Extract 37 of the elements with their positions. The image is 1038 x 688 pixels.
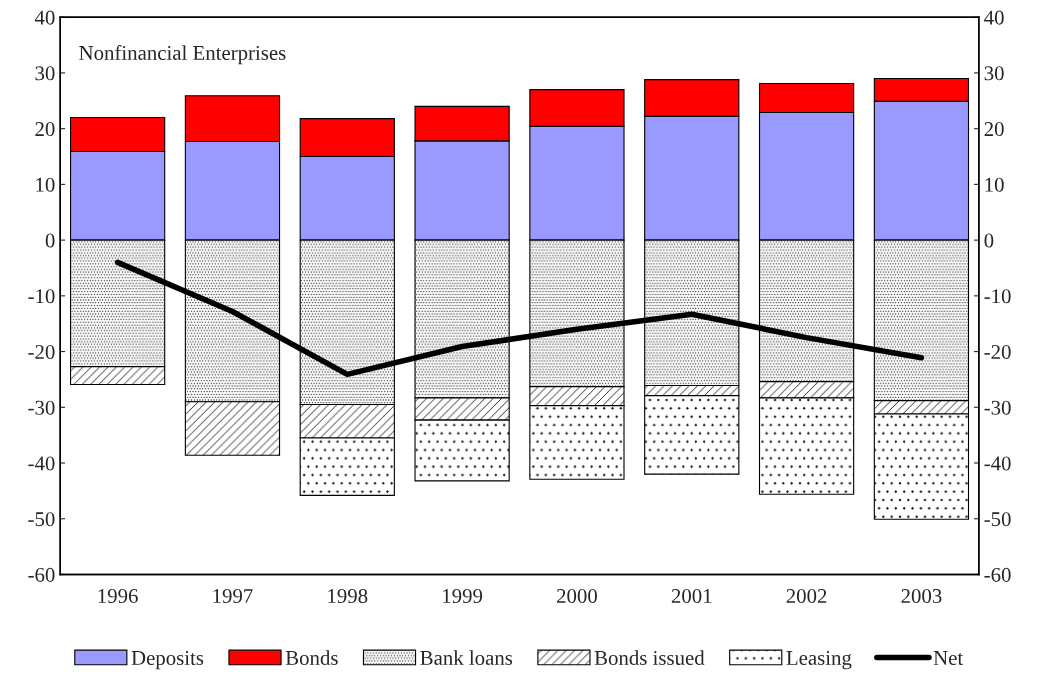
y-tick-label: -20 xyxy=(28,344,55,359)
y2-tick-label: -50 xyxy=(984,512,1011,527)
legend-label: Bonds xyxy=(285,650,338,665)
y-tick-label: -30 xyxy=(28,400,55,415)
x-tick-label: 1996 xyxy=(98,589,138,604)
y-tick-label: 20 xyxy=(35,122,55,137)
y2-tick-label: -30 xyxy=(984,400,1011,415)
x-tick-label: 1998 xyxy=(328,588,368,604)
y2-tick-label: -40 xyxy=(984,456,1011,471)
y-tick-label: -50 xyxy=(28,512,55,527)
legend-label: Bonds issued xyxy=(594,650,705,665)
x-tick-label: 2002 xyxy=(786,588,827,604)
legend-label: Net xyxy=(933,651,964,665)
y-tick-label: 0 xyxy=(45,233,55,248)
y-tick-label: -60 xyxy=(28,567,55,582)
y-tick-label: -10 xyxy=(28,289,55,304)
x-tick-label: 2000 xyxy=(557,588,597,604)
x-tick-label: 2003 xyxy=(901,588,942,604)
legend-label: Leasing xyxy=(786,650,852,670)
x-tick-label: 1997 xyxy=(213,589,253,604)
x-tick-label: 1999 xyxy=(443,589,483,604)
y2-tick-label: 40 xyxy=(984,10,1004,25)
y2-tick-label: -60 xyxy=(984,567,1011,582)
y-tick-label: 10 xyxy=(36,177,55,192)
y2-tick-label: 0 xyxy=(984,233,994,248)
y2-tick-label: 20 xyxy=(984,122,1004,137)
legend-label: Bank loans xyxy=(420,650,513,665)
legend-label: Deposits xyxy=(131,650,204,670)
y2-tick-label: 10 xyxy=(985,177,1004,192)
y-tick-label: 30 xyxy=(35,66,55,81)
y2-tick-label: -10 xyxy=(984,289,1011,304)
text: Nonfinancial Enterprises xyxy=(79,45,286,65)
y2-tick-label: 30 xyxy=(984,66,1004,81)
x-tick-label: 2001 xyxy=(671,588,712,604)
y-tick-label: 40 xyxy=(34,10,55,25)
y-tick-label: -40 xyxy=(28,456,55,471)
y2-tick-label: -20 xyxy=(984,344,1011,359)
